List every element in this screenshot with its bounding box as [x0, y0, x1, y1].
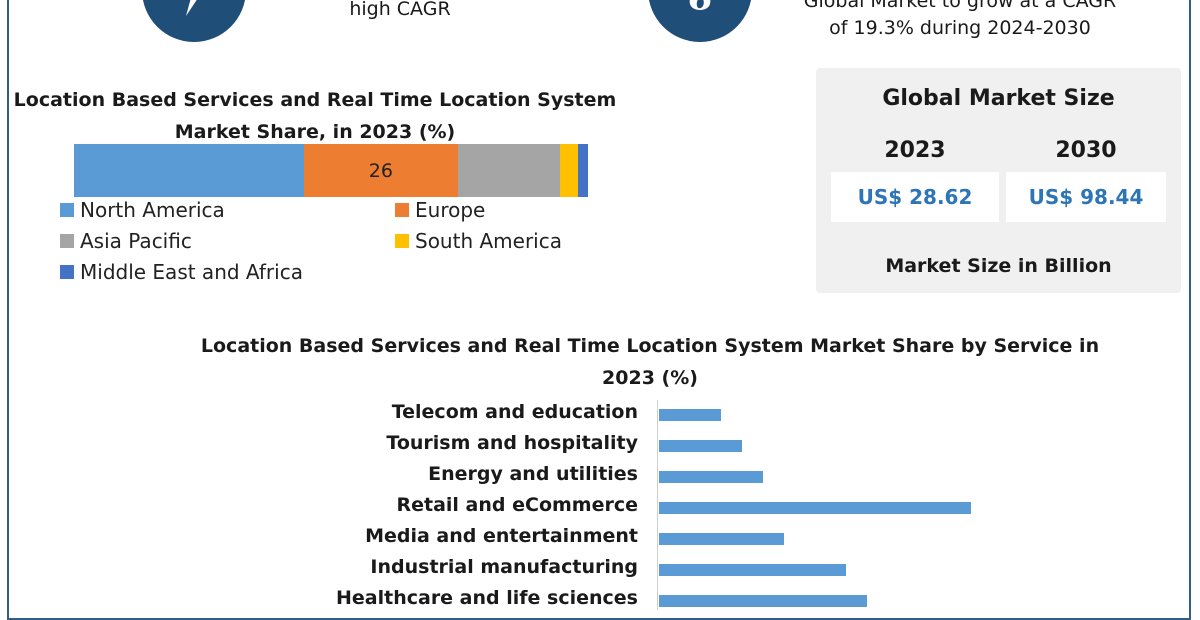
legend-swatch [60, 203, 74, 217]
legend-label: Asia Pacific [80, 229, 192, 253]
service-chart-axis [657, 400, 658, 610]
legend-item-north-america: North America [60, 198, 225, 222]
service-category-label: Telecom and education [391, 401, 638, 423]
legend-swatch [395, 234, 409, 248]
regional-chart-title-line1: Location Based Services and Real Time Lo… [13, 89, 617, 111]
service-bar [659, 595, 867, 607]
service-category-label: Tourism and hospitality [386, 432, 638, 454]
service-bar [659, 440, 743, 452]
stack-segment-asia-pacific [457, 144, 560, 197]
right-header-line1: Global Market to grow at a CAGR [803, 0, 1117, 12]
service-bar [659, 471, 763, 483]
legend-swatch [60, 265, 74, 279]
service-bar [659, 564, 847, 576]
service-bar [659, 533, 784, 545]
service-category-label: Healthcare and life sciences [336, 587, 638, 609]
value-2030: US$ 98.44 [1006, 172, 1166, 222]
legend-label: South America [415, 229, 562, 253]
legend-item-asia-pacific: Asia Pacific [60, 229, 192, 253]
left-header-text: high CAGR [349, 0, 451, 20]
legend-item-europe: Europe [395, 198, 485, 222]
service-category-label: Retail and eCommerce [396, 494, 638, 516]
legend-swatch [395, 203, 409, 217]
service-category-label: Industrial manufacturing [370, 556, 638, 578]
regional-stacked-bar: 26 [74, 144, 588, 197]
stack-segment-europe: 26 [304, 144, 458, 197]
service-category-label: Energy and utilities [428, 463, 638, 485]
service-bar [659, 409, 722, 421]
year-2030-label: 2030 [1055, 138, 1117, 163]
legend-label: North America [80, 198, 225, 222]
legend-label: Middle East and Africa [80, 260, 303, 284]
market-size-panel: Global Market Size 2023 2030 US$ 28.62 U… [816, 68, 1181, 293]
service-bar [659, 502, 971, 514]
legend-swatch [60, 234, 74, 248]
value-2023: US$ 28.62 [831, 172, 999, 222]
legend-label: Europe [415, 198, 486, 222]
stack-segment-label: 26 [368, 159, 393, 182]
legend-item-south-america: South America [395, 229, 562, 253]
regional-chart-title-line2: Market Share, in 2023 (%) [174, 121, 456, 143]
right-header-text: Global Market to grow at a CAGR of 19.3%… [780, 0, 1140, 42]
stack-segment-middle-east-and-africa [577, 144, 588, 197]
market-size-footer: Market Size in Billion [885, 255, 1112, 277]
right-header-line2: of 19.3% during 2024-2030 [829, 17, 1091, 39]
regional-chart-title: Location Based Services and Real Time Lo… [10, 84, 620, 148]
service-chart-title: Location Based Services and Real Time Lo… [170, 330, 1130, 394]
service-chart-title-line1: Location Based Services and Real Time Lo… [200, 335, 1100, 357]
service-category-label: Media and entertainment [365, 525, 638, 547]
service-chart-title-line2: 2023 (%) [602, 367, 698, 389]
year-2023-label: 2023 [884, 138, 946, 163]
market-size-title: Global Market Size [882, 86, 1115, 111]
stack-segment-north-america [74, 144, 305, 197]
legend-item-middle-east-and-africa: Middle East and Africa [60, 260, 303, 284]
stack-segment-south-america [559, 144, 578, 197]
